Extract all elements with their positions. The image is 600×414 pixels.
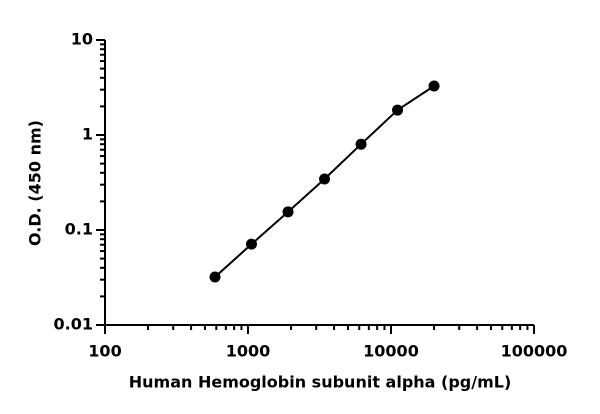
y-axis-title: O.D. (450 nm) [26, 120, 45, 246]
point [392, 104, 404, 116]
x-axis-title: Human Hemoglobin subunit alpha (pg/mL) [129, 373, 512, 392]
point [355, 138, 367, 150]
y-tick-label: 10 [71, 30, 93, 49]
x-tick-label: 100000 [501, 342, 568, 361]
x-tick-label: 100 [88, 342, 121, 361]
point [209, 271, 221, 283]
point [319, 173, 331, 185]
y-tick-label: 1 [82, 125, 93, 144]
point [246, 238, 258, 250]
point [282, 206, 294, 218]
x-tick-label: 1000 [226, 342, 271, 361]
point [428, 80, 440, 92]
y-tick-label: 0.1 [65, 220, 93, 239]
x-tick-label: 10000 [363, 342, 419, 361]
y-tick-label: 0.01 [54, 315, 93, 334]
